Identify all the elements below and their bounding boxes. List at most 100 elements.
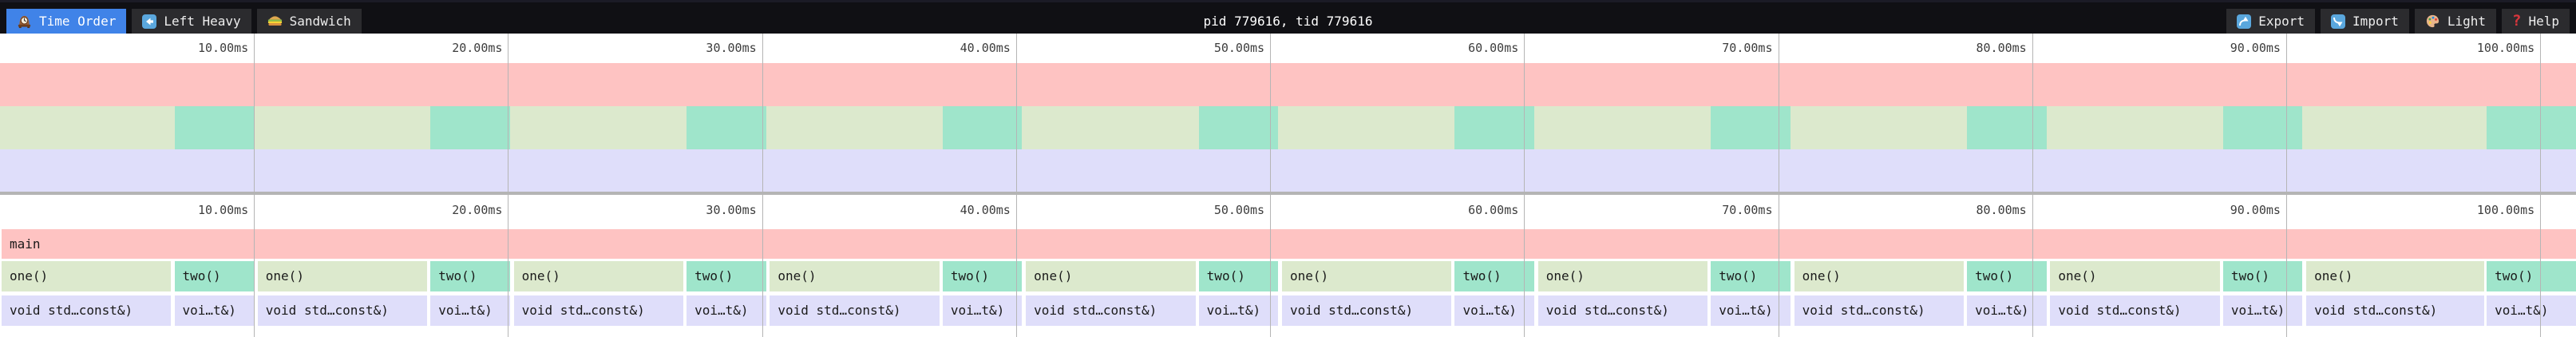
ruler-tick-label: 90.00ms xyxy=(2230,203,2281,217)
minimap-block-two xyxy=(1967,106,2047,149)
frame-two-child[interactable]: voi…t&) xyxy=(1711,295,1791,326)
ruler-tick-label: 30.00ms xyxy=(706,203,757,217)
frame-two-child[interactable]: voi…t&) xyxy=(2222,295,2303,326)
frame-two-child[interactable]: voi…t&) xyxy=(1454,295,1534,326)
frame-two-child[interactable]: voi…t&) xyxy=(942,295,1023,326)
minimap-block-two xyxy=(174,106,254,149)
minimap-block-one xyxy=(253,106,431,149)
minimap-row-main[interactable] xyxy=(0,63,2576,106)
minimap-block-one xyxy=(1278,106,1455,149)
button-label: Left Heavy xyxy=(164,14,241,29)
frame-two[interactable]: two() xyxy=(942,261,1023,291)
minimap-block-one xyxy=(2046,106,2223,149)
frame-two[interactable]: two() xyxy=(1454,261,1534,291)
minimap-block-one xyxy=(1790,106,1968,149)
frame-one-child[interactable]: void std…const&) xyxy=(2050,295,2220,326)
button-label: Time Order xyxy=(39,14,117,29)
flamechart-row-children: void std…const&) voi…t&) void std…const&) v… xyxy=(0,295,2576,326)
tab-sandwich[interactable]: Sandwich xyxy=(256,9,362,34)
ruler-tick-label: 40.00ms xyxy=(960,41,1011,55)
frame-two-child[interactable]: voi…t&) xyxy=(2487,295,2576,326)
ruler-tick-label: 10.00ms xyxy=(197,203,249,217)
left-arrow-icon xyxy=(142,14,157,29)
frame-one-child[interactable]: void std…const&) xyxy=(2,295,172,326)
view-tabs: Time Order Left Heavy Sandwich xyxy=(6,9,362,34)
minimap-block-one xyxy=(509,106,687,149)
frame-two[interactable]: two() xyxy=(2222,261,2303,291)
frame-two-child[interactable]: voi…t&) xyxy=(174,295,254,326)
minimap-block-two xyxy=(1198,106,1279,149)
ruler-tick-label: 10.00ms xyxy=(197,41,249,55)
frame-one[interactable]: one() xyxy=(770,261,940,291)
import-icon xyxy=(2331,14,2346,29)
frame-one-child[interactable]: void std…const&) xyxy=(2306,295,2484,326)
minimap-divider xyxy=(0,192,2576,195)
tab-time-order[interactable]: Time Order xyxy=(6,9,127,34)
frame-one[interactable]: one() xyxy=(1026,261,1196,291)
frame-one-child[interactable]: void std…const&) xyxy=(1537,295,1708,326)
export-icon xyxy=(2237,14,2252,29)
frame-two[interactable]: two() xyxy=(430,261,510,291)
action-theme[interactable]: Light xyxy=(2414,9,2497,34)
flamechart-row-main: main xyxy=(0,229,2576,259)
frame-one-child[interactable]: void std…const&) xyxy=(257,295,428,326)
ruler-tick-label: 20.00ms xyxy=(452,41,503,55)
button-label: Help xyxy=(2528,14,2559,29)
profile-title: pid 779616, tid 779616 xyxy=(1203,14,1373,29)
frame-two[interactable]: two() xyxy=(1198,261,1279,291)
clock-icon xyxy=(17,14,32,29)
ruler-tick-label: 40.00ms xyxy=(960,203,1011,217)
flamechart-view: 10.00ms 20.00ms 30.00ms 40.00ms 50.00ms 60.00… xyxy=(0,34,2576,337)
frame-two[interactable]: two() xyxy=(174,261,254,291)
sandwich-icon xyxy=(267,14,283,28)
palette-icon xyxy=(2425,14,2440,29)
frame-one[interactable]: one() xyxy=(2306,261,2484,291)
action-import[interactable]: Import xyxy=(2321,9,2409,34)
frame-two[interactable]: two() xyxy=(1967,261,2047,291)
button-label: Import xyxy=(2352,14,2399,29)
ruler-tick-label: 50.00ms xyxy=(1213,41,1265,55)
minimap-block-one xyxy=(766,106,943,149)
ruler-tick-label: 100.00ms xyxy=(2476,203,2535,217)
minimap-row-children[interactable] xyxy=(0,149,2576,192)
frame-two-child[interactable]: voi…t&) xyxy=(430,295,510,326)
ruler-tick-label: 70.00ms xyxy=(1722,203,1773,217)
frame-main[interactable]: main xyxy=(2,229,2576,259)
action-export[interactable]: Export xyxy=(2226,9,2316,34)
frame-one-child[interactable]: void std…const&) xyxy=(513,295,684,326)
action-help[interactable]: ? Help xyxy=(2502,9,2570,34)
minimap-block-two xyxy=(687,106,766,149)
frame-one-child[interactable]: void std…const&) xyxy=(1794,295,1965,326)
button-label: Sandwich xyxy=(289,14,351,29)
frame-one[interactable]: one() xyxy=(1537,261,1708,291)
ruler-tick-label: 70.00ms xyxy=(1722,41,1773,55)
frame-two[interactable]: two() xyxy=(2487,261,2576,291)
frame-one[interactable]: one() xyxy=(1794,261,1965,291)
frame-one-child[interactable]: void std…const&) xyxy=(1281,295,1452,326)
minimap-block-two xyxy=(2222,106,2303,149)
frame-one[interactable]: one() xyxy=(2050,261,2220,291)
frame-two-child[interactable]: voi…t&) xyxy=(1967,295,2047,326)
tab-left-heavy[interactable]: Left Heavy xyxy=(132,9,251,34)
frame-two-child[interactable]: voi…t&) xyxy=(687,295,766,326)
button-label: Light xyxy=(2447,14,2487,29)
frame-one[interactable]: one() xyxy=(257,261,428,291)
frame-one-child[interactable]: void std…const&) xyxy=(770,295,940,326)
ruler-tick-label: 30.00ms xyxy=(706,41,757,55)
ruler-tick-label: 100.00ms xyxy=(2476,41,2535,55)
button-label: Export xyxy=(2258,14,2305,29)
frame-one-child[interactable]: void std…const&) xyxy=(1026,295,1196,326)
frame-two[interactable]: two() xyxy=(687,261,766,291)
minimap-block-two xyxy=(2487,106,2576,149)
ruler-tick-label: 90.00ms xyxy=(2230,41,2281,55)
frame-one[interactable]: one() xyxy=(513,261,684,291)
frame-one[interactable]: one() xyxy=(2,261,172,291)
ruler-tick-label: 80.00ms xyxy=(1976,203,2027,217)
frame-one[interactable]: one() xyxy=(1281,261,1452,291)
minimap-row-iterations[interactable] xyxy=(0,106,2576,149)
frame-two-child[interactable]: voi…t&) xyxy=(1198,295,1279,326)
frame-two[interactable]: two() xyxy=(1711,261,1791,291)
ruler-tick-label: 60.00ms xyxy=(1468,41,1519,55)
ruler-tick-label: 20.00ms xyxy=(452,203,503,217)
